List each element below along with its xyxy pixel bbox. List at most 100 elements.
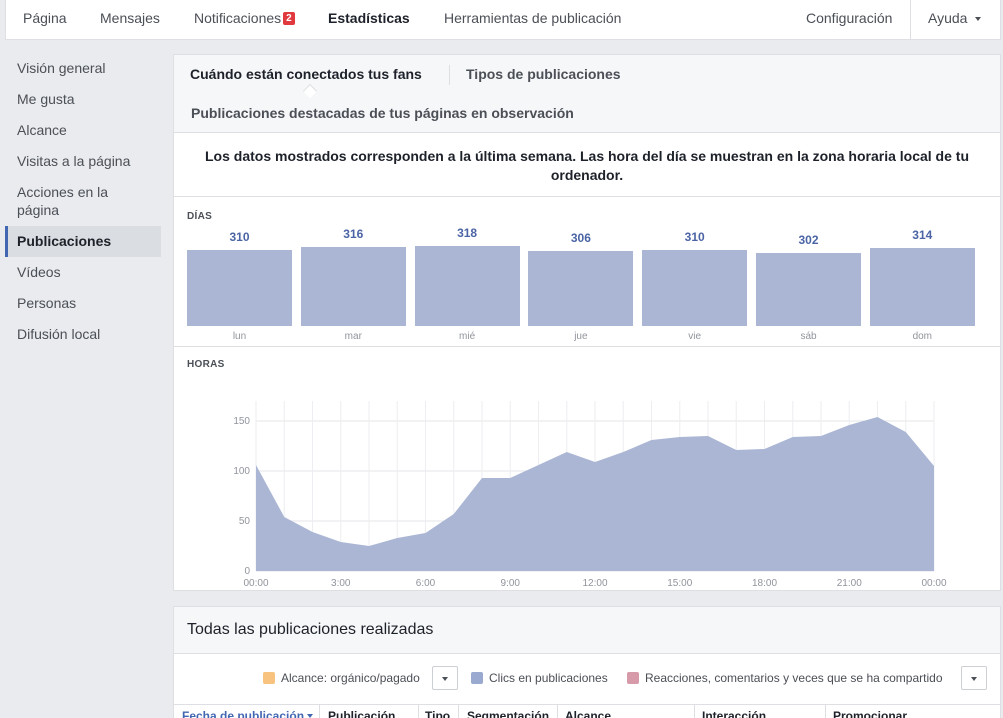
sidebar-item-alcance[interactable]: Alcance <box>17 122 67 138</box>
x-tick-label: 18:00 <box>752 578 777 589</box>
legend-alcance-label: Alcance: orgánico/pagado <box>281 671 420 685</box>
hours-area-series[interactable] <box>256 417 934 571</box>
chevron-down-icon <box>442 677 448 681</box>
nav-ayuda-label: Ayuda <box>928 10 968 26</box>
sidebar-item-publicaciones[interactable]: Publicaciones <box>5 226 161 257</box>
hours-chart: HORAS 0 50 100 150 00:00 3:00 6:00 9:00 12:00 15:… <box>174 347 1000 589</box>
notifications-badge: 2 <box>283 12 295 25</box>
x-tick-label: 3:00 <box>331 578 351 589</box>
nav-configuracion[interactable]: Configuración <box>806 10 893 26</box>
nav-ayuda[interactable]: Ayuda <box>928 0 982 38</box>
day-value-label: 310 <box>684 229 705 244</box>
day-bar[interactable] <box>528 251 634 326</box>
info-text: Los datos mostrados corresponden a la úl… <box>174 133 1000 197</box>
day-axis-label: mar <box>344 331 362 342</box>
col-alcance[interactable]: Alcance <box>565 709 612 718</box>
hours-label: HORAS <box>187 359 225 370</box>
legend-clics: Clics en publicaciones <box>471 666 608 690</box>
day-value-label: 306 <box>570 231 591 246</box>
day-axis-label: sáb <box>800 331 817 342</box>
day-value-label: 310 <box>229 229 250 244</box>
legend-clics-label: Clics en publicaciones <box>489 671 608 685</box>
sidebar-item-vision-general[interactable]: Visión general <box>17 60 106 76</box>
day-bar[interactable] <box>187 249 292 326</box>
day-value-label: 316 <box>343 226 364 241</box>
y-tick-label: 150 <box>233 416 250 427</box>
posts-card-header: Todas las publicaciones realizadas <box>174 607 1000 654</box>
nav-estadisticas[interactable]: Estadísticas <box>328 10 410 26</box>
y-tick-label: 50 <box>239 516 251 527</box>
days-chart: DÍAS 310 lun 316 mar 318 mié 306 jue 310 vie 302 sá… <box>174 197 1000 347</box>
chevron-down-icon <box>971 677 977 681</box>
nav-divider <box>910 0 911 39</box>
day-bar[interactable] <box>642 249 748 326</box>
days-label: DÍAS <box>187 211 213 222</box>
legend-alcance-swatch <box>263 672 275 684</box>
x-tick-label: 21:00 <box>837 578 862 589</box>
day-value-label: 318 <box>457 226 478 240</box>
day-bar[interactable] <box>869 247 975 326</box>
day-axis-label: jue <box>574 331 588 342</box>
day-axis-label: vie <box>688 331 702 342</box>
y-tick-label: 0 <box>244 566 250 577</box>
x-tick-label: 9:00 <box>501 578 521 589</box>
nav-notificaciones-label: Notificaciones <box>194 10 282 26</box>
sidebar: Visión general Me gusta Alcance Visitas … <box>5 53 161 350</box>
day-bar[interactable] <box>300 246 406 326</box>
y-tick-label: 100 <box>233 466 250 477</box>
col-divider <box>825 705 826 718</box>
reacciones-dropdown[interactable] <box>961 666 987 690</box>
alcance-dropdown[interactable] <box>432 666 458 690</box>
sidebar-item-visitas[interactable]: Visitas a la página <box>17 153 131 169</box>
legend-clics-swatch <box>471 672 483 684</box>
legend-reacciones-label: Reacciones, comentarios y veces que se h… <box>645 671 943 685</box>
day-value-label: 302 <box>798 233 819 248</box>
day-axis-label: mié <box>459 331 476 342</box>
sort-down-icon <box>307 714 314 718</box>
nav-notificaciones[interactable]: Notificaciones 2 <box>194 0 295 38</box>
col-promocionar[interactable]: Promocionar <box>833 709 908 718</box>
col-fecha-label: Fecha de publicación <box>182 709 305 718</box>
active-tab-pointer <box>302 83 318 99</box>
chevron-down-icon <box>975 17 982 21</box>
posts-table-header: Fecha de publicación Publicación Tipo Se… <box>174 704 1000 718</box>
x-tick-label: 00:00 <box>921 578 946 589</box>
nav-pagina[interactable]: Página <box>23 10 67 26</box>
tabs-bar: Cuándo están conectados tus fans Tipos d… <box>174 55 1000 133</box>
col-tipo[interactable]: Tipo <box>425 709 451 718</box>
tab-tipos-publicaciones[interactable]: Tipos de publicaciones <box>466 66 621 82</box>
col-interaccion[interactable]: Interacción <box>702 709 767 718</box>
legend-alcance: Alcance: orgánico/pagado <box>263 666 420 690</box>
nav-herramientas[interactable]: Herramientas de publicación <box>444 10 622 26</box>
tab-publicaciones-destacadas[interactable]: Publicaciones destacadas de tus páginas … <box>191 105 574 121</box>
x-tick-label: 6:00 <box>416 578 436 589</box>
posts-card: Todas las publicaciones realizadas Alcan… <box>173 606 1001 718</box>
x-tick-label: 15:00 <box>667 578 692 589</box>
sidebar-item-difusion-local[interactable]: Difusión local <box>17 326 101 342</box>
sidebar-item-acciones[interactable]: Acciones en la página <box>17 184 109 218</box>
day-bar[interactable] <box>414 246 520 326</box>
col-segmentacion[interactable]: Segmentación <box>467 709 550 718</box>
day-axis-label: dom <box>912 331 933 342</box>
posts-title: Todas las publicaciones realizadas <box>187 621 434 638</box>
top-navigation: Página Mensajes Notificaciones 2 Estadíst… <box>5 0 1001 40</box>
nav-mensajes[interactable]: Mensajes <box>100 10 160 26</box>
tab-divider <box>449 65 450 85</box>
legend-reacciones: Reacciones, comentarios y veces que se h… <box>627 666 943 690</box>
x-tick-label: 12:00 <box>582 578 607 589</box>
sidebar-item-videos[interactable]: Vídeos <box>17 264 61 280</box>
col-fecha[interactable]: Fecha de publicación <box>182 709 314 718</box>
col-divider <box>319 705 320 718</box>
insights-card: Cuándo están conectados tus fans Tipos d… <box>173 54 1001 591</box>
legend-reacciones-swatch <box>627 672 639 684</box>
day-bar[interactable] <box>756 253 861 326</box>
sidebar-item-personas[interactable]: Personas <box>17 295 77 311</box>
tab-cuando-conectados[interactable]: Cuándo están conectados tus fans <box>190 66 422 82</box>
col-divider <box>418 705 419 718</box>
col-publicacion[interactable]: Publicación <box>328 709 396 718</box>
col-divider <box>694 705 695 718</box>
col-divider <box>557 705 558 718</box>
sidebar-item-me-gusta[interactable]: Me gusta <box>17 91 75 107</box>
x-tick-label: 00:00 <box>243 578 268 589</box>
day-axis-label: lun <box>232 331 247 342</box>
